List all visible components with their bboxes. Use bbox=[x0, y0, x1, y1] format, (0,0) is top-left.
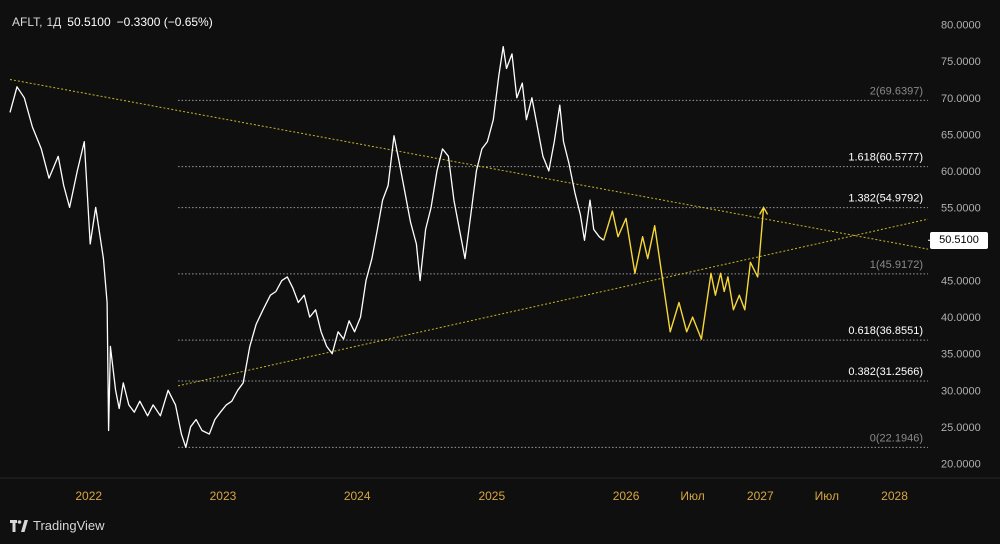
symbol-name[interactable]: AFLT, bbox=[12, 15, 43, 29]
fib-level-label: 2(69.6397) bbox=[870, 85, 923, 97]
y-axis-tick-label: 25.0000 bbox=[941, 422, 981, 434]
projection-series-line bbox=[602, 207, 765, 340]
x-axis-tick-label: 2024 bbox=[344, 489, 371, 503]
y-axis-tick-label: 55.0000 bbox=[941, 202, 981, 214]
x-axis-tick-label: 2027 bbox=[747, 489, 774, 503]
x-axis-tick-label: 2025 bbox=[478, 489, 505, 503]
last-value: 50.5100 bbox=[67, 15, 111, 29]
x-axis-tick-label: Июл bbox=[815, 489, 839, 503]
y-axis-tick-label: 60.0000 bbox=[941, 166, 981, 178]
tradingview-brand[interactable]: TradingView bbox=[10, 518, 105, 533]
brand-name: TradingView bbox=[33, 518, 105, 533]
y-axis-tick-label: 45.0000 bbox=[941, 276, 981, 288]
y-axis-tick-label: 75.0000 bbox=[941, 56, 981, 68]
y-axis-tick-label: 80.0000 bbox=[941, 20, 981, 32]
timeframe[interactable]: 1Д bbox=[46, 15, 62, 29]
x-axis-tick-label: 2026 bbox=[613, 489, 640, 503]
fib-level-label: 1(45.9172) bbox=[870, 259, 923, 271]
current-price-badge: 50.5100 bbox=[930, 231, 988, 249]
price-change: −0.3300 (−0.65%) bbox=[116, 15, 213, 29]
y-axis-tick-label: 35.0000 bbox=[941, 349, 981, 361]
symbol-legend: AFLT, 1Д 50.5100 −0.3300 (−0.65%) bbox=[12, 15, 213, 29]
price-series-line bbox=[9, 45, 605, 448]
y-axis-tick-label: 30.0000 bbox=[941, 385, 981, 397]
trendline bbox=[9, 78, 929, 250]
y-axis-tick-label: 65.0000 bbox=[941, 129, 981, 141]
fib-level-label: 0.618(36.8551) bbox=[848, 325, 923, 337]
x-axis-tick-label: Июл bbox=[680, 489, 704, 503]
fib-level-label: 0(22.1946) bbox=[870, 432, 923, 444]
trendline bbox=[177, 218, 929, 387]
x-axis-tick-label: 2023 bbox=[210, 489, 237, 503]
x-axis-tick-label: 2028 bbox=[881, 489, 908, 503]
fib-level-label: 1.382(54.9792) bbox=[848, 193, 923, 205]
x-axis-tick-label: 2022 bbox=[75, 489, 102, 503]
projection-arrow-icon bbox=[758, 206, 769, 215]
fib-level-label: 1.618(60.5777) bbox=[848, 152, 923, 164]
tradingview-logo-icon bbox=[10, 519, 28, 532]
fib-level-label: 0.382(31.2566) bbox=[848, 366, 923, 378]
y-axis-tick-label: 40.0000 bbox=[941, 312, 981, 324]
y-axis-tick-label: 20.0000 bbox=[941, 458, 981, 470]
y-axis-tick-label: 70.0000 bbox=[941, 93, 981, 105]
